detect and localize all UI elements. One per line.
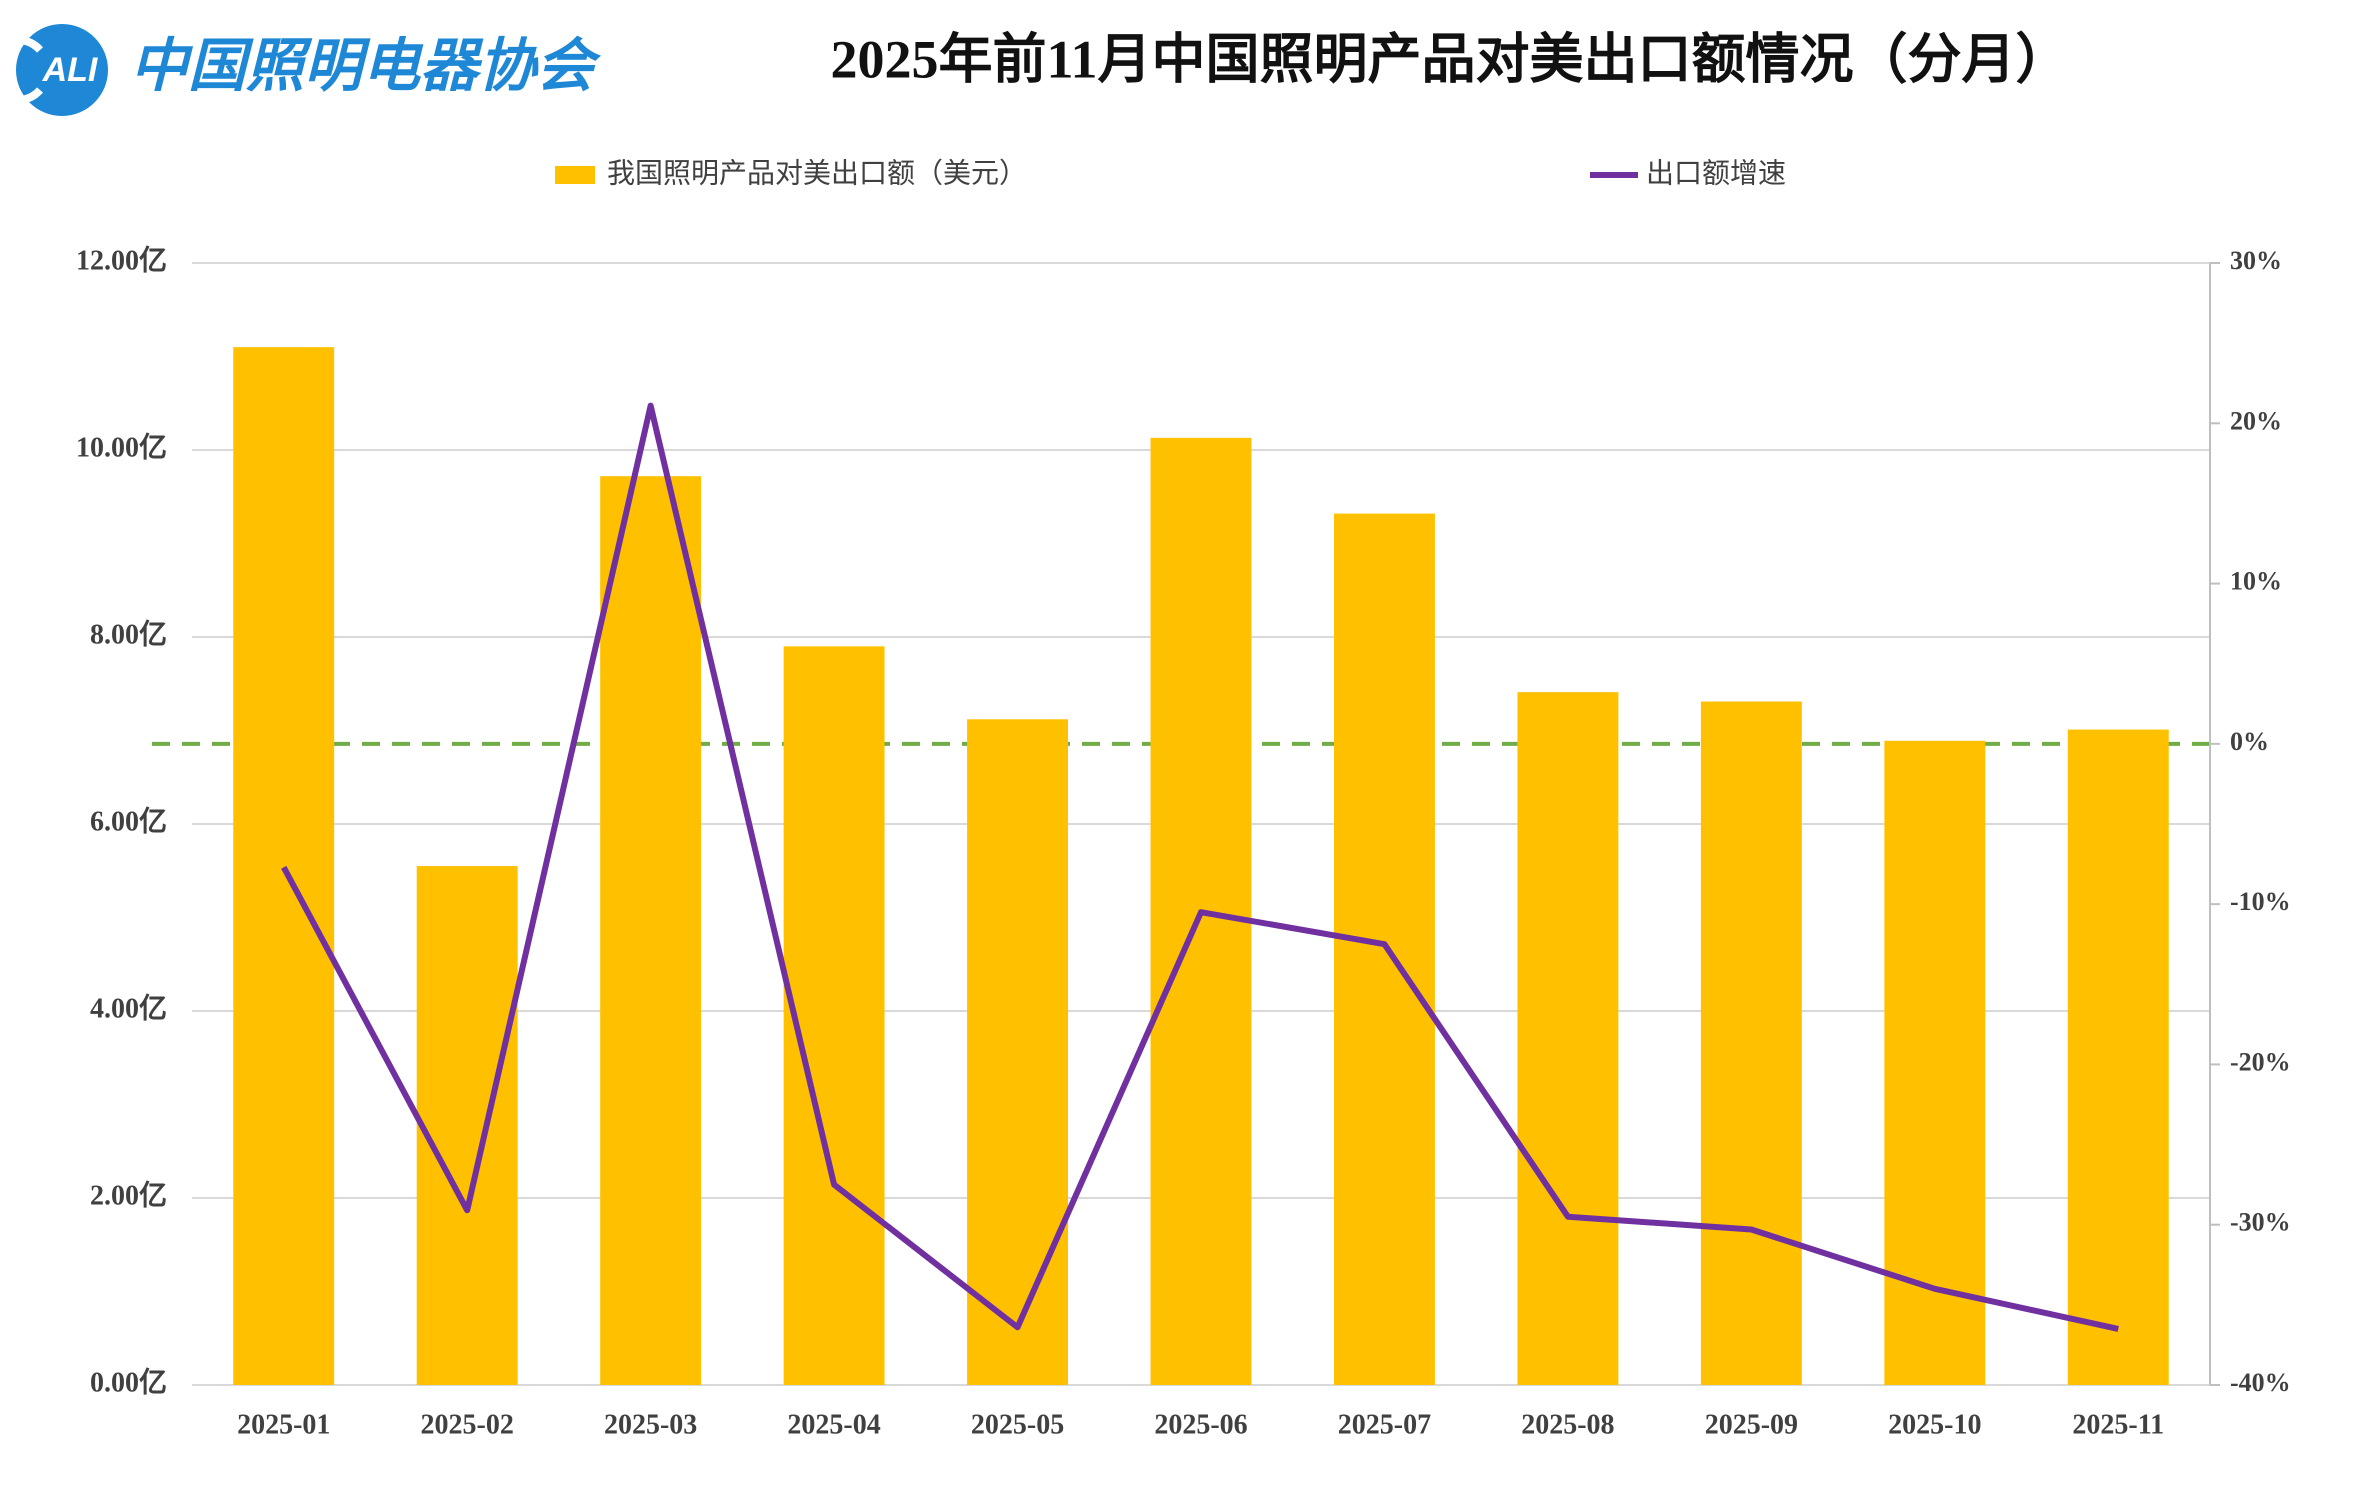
x-tick-label: 2025-07 bbox=[1338, 1409, 1431, 1440]
x-tick-label: 2025-10 bbox=[1888, 1409, 1981, 1440]
y-tick-label: 6.00亿 bbox=[90, 805, 167, 837]
y-tick-label: 12.00亿 bbox=[76, 244, 167, 276]
y2-tick-label: -40% bbox=[2230, 1368, 2291, 1397]
logo-c bbox=[0, 36, 43, 104]
y2-tick-label: 0% bbox=[2230, 727, 2269, 756]
bar bbox=[233, 347, 335, 1385]
y2-tick-label: 10% bbox=[2230, 567, 2282, 596]
logo: ALI 中国照明电器协会 bbox=[0, 24, 602, 116]
y-tick-label: 0.00亿 bbox=[90, 1366, 167, 1398]
bar bbox=[1700, 701, 1802, 1385]
line-series bbox=[281, 402, 2119, 1332]
bar bbox=[600, 476, 702, 1385]
legend-label: 我国照明产品对美出口额（美元） bbox=[607, 157, 1027, 189]
x-tick-label: 2025-02 bbox=[421, 1409, 514, 1440]
bar bbox=[783, 646, 885, 1385]
bar bbox=[1517, 692, 1619, 1385]
y2-tick-label: -20% bbox=[2230, 1047, 2291, 1076]
x-tick-label: 2025-04 bbox=[787, 1409, 880, 1440]
logo-mark: ALI bbox=[42, 51, 99, 89]
x-tick-label: 2025-01 bbox=[237, 1409, 330, 1440]
y-tick-label: 2.00亿 bbox=[90, 1179, 167, 1211]
logo-name: 中国照明电器协会 bbox=[130, 33, 602, 98]
y2-tick-label: 20% bbox=[2230, 406, 2282, 435]
x-tick-label: 2025-11 bbox=[2072, 1409, 2164, 1440]
x-tick-label: 2025-05 bbox=[971, 1409, 1064, 1440]
y-tick-label: 10.00亿 bbox=[76, 431, 167, 463]
chart-title: 2025年前11月中国照明产品对美出口额情况（分月） bbox=[830, 29, 2069, 89]
x-tick-label: 2025-06 bbox=[1154, 1409, 1247, 1440]
bar bbox=[2067, 729, 2169, 1385]
legend-label: 出口额增速 bbox=[1646, 157, 1786, 189]
bar bbox=[416, 866, 518, 1385]
y2-tick-label: -30% bbox=[2230, 1208, 2291, 1237]
x-tick-label: 2025-08 bbox=[1521, 1409, 1614, 1440]
y2-tick-label: 30% bbox=[2230, 246, 2282, 275]
x-tick-label: 2025-09 bbox=[1705, 1409, 1798, 1440]
y-tick-label: 8.00亿 bbox=[90, 618, 167, 650]
y-tick-label: 4.00亿 bbox=[90, 992, 167, 1024]
x-tick-label: 2025-03 bbox=[604, 1409, 697, 1440]
bar bbox=[967, 719, 1068, 1385]
legend-swatch bbox=[555, 166, 595, 184]
y2-tick-label: -10% bbox=[2230, 887, 2291, 916]
